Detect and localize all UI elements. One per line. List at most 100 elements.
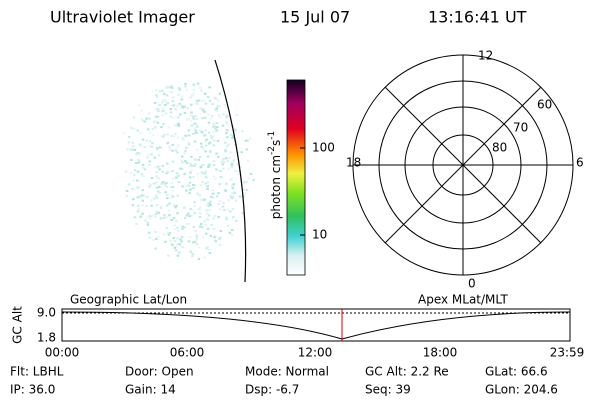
emission-pixel [155, 238, 158, 241]
emission-pixel [207, 202, 210, 205]
emission-pixel [206, 227, 210, 230]
emission-pixel [137, 152, 140, 155]
emission-pixel [209, 234, 212, 237]
emission-pixel [185, 161, 189, 164]
emission-pixel [178, 251, 181, 254]
emission-pixel [147, 231, 151, 234]
emission-pixel [195, 243, 199, 246]
emission-pixel [167, 209, 171, 212]
emission-pixel [152, 120, 156, 123]
emission-pixel [165, 94, 169, 97]
emission-pixel [175, 104, 179, 107]
emission-pixel [191, 94, 194, 97]
emission-pixel [225, 129, 229, 132]
emission-pixel [173, 204, 176, 207]
emission-pixel [229, 178, 233, 181]
emission-pixel [187, 129, 191, 132]
emission-pixel [197, 84, 200, 86]
emission-pixel [173, 228, 177, 231]
emission-pixel [207, 164, 210, 167]
emission-pixel [208, 203, 211, 205]
emission-pixel [169, 197, 172, 199]
emission-pixel [206, 181, 210, 184]
emission-pixel [181, 161, 184, 164]
emission-pixel [201, 131, 204, 134]
emission-pixel [225, 157, 228, 160]
emission-pixel [185, 88, 189, 91]
emission-pixel [218, 183, 221, 186]
emission-pixel [178, 102, 181, 105]
emission-pixel [219, 170, 222, 172]
emission-pixel [164, 191, 167, 194]
emission-pixel [146, 221, 150, 224]
emission-pixel [156, 121, 159, 124]
emission-pixel [139, 195, 142, 198]
status-field: Door: Open [125, 365, 194, 379]
emission-pixel [190, 208, 194, 211]
emission-pixel [204, 116, 207, 119]
emission-pixel [184, 160, 187, 163]
emission-pixel [204, 232, 208, 235]
emission-pixel [176, 175, 179, 178]
emission-pixel [136, 196, 140, 199]
emission-pixel [145, 205, 148, 208]
timeline-frame [61, 308, 571, 342]
emission-pixel [169, 91, 173, 94]
status-field: GLon: 204.6 [485, 383, 558, 397]
emission-pixel [180, 235, 184, 238]
emission-pixel [168, 202, 171, 205]
emission-pixel [249, 137, 252, 140]
emission-pixel [177, 124, 181, 126]
emission-pixel [136, 179, 139, 182]
emission-pixel [140, 119, 144, 122]
emission-pixel [184, 134, 187, 137]
emission-pixel [214, 127, 217, 130]
emission-pixel [212, 122, 215, 125]
emission-pixel [137, 104, 141, 107]
emission-pixel [229, 195, 232, 198]
emission-pixel [160, 126, 163, 129]
emission-pixel [218, 244, 222, 247]
emission-pixel [143, 168, 147, 171]
emission-pixel [167, 126, 171, 129]
emission-pixel [180, 240, 183, 243]
emission-pixel [190, 111, 193, 114]
emission-pixel [203, 134, 207, 136]
emission-pixel [143, 120, 146, 123]
emission-pixel [209, 150, 212, 153]
emission-pixel [240, 151, 243, 154]
emission-pixel [159, 146, 162, 149]
emission-pixel [136, 187, 140, 190]
emission-pixel [156, 235, 160, 238]
emission-pixel [212, 160, 216, 163]
emission-pixel [175, 176, 178, 179]
emission-pixel [157, 166, 160, 169]
emission-pixel [198, 194, 201, 197]
emission-pixel [154, 127, 157, 130]
emission-pixel [157, 211, 161, 214]
emission-pixel [196, 123, 199, 126]
mlt-label: 18 [346, 156, 361, 170]
emission-pixel [193, 122, 197, 125]
emission-pixel [189, 120, 193, 123]
emission-pixel [226, 136, 229, 139]
emission-pixel [220, 176, 224, 179]
emission-pixel [200, 199, 203, 202]
emission-pixel [184, 150, 187, 153]
emission-pixel [229, 134, 233, 137]
x-label: 18:00 [423, 346, 458, 360]
emission-pixel [199, 86, 202, 89]
emission-pixel [237, 151, 240, 154]
emission-pixel [200, 89, 203, 92]
emission-pixel [205, 217, 208, 220]
emission-pixel [171, 170, 174, 173]
emission-pixel [208, 209, 212, 211]
emission-pixel [212, 131, 215, 134]
emission-pixel [207, 96, 210, 98]
emission-pixel [176, 145, 179, 148]
emission-pixel [172, 117, 175, 120]
emission-pixel [140, 213, 143, 216]
limb [214, 59, 247, 283]
emission-pixel [177, 125, 181, 128]
emission-pixel [146, 196, 149, 199]
